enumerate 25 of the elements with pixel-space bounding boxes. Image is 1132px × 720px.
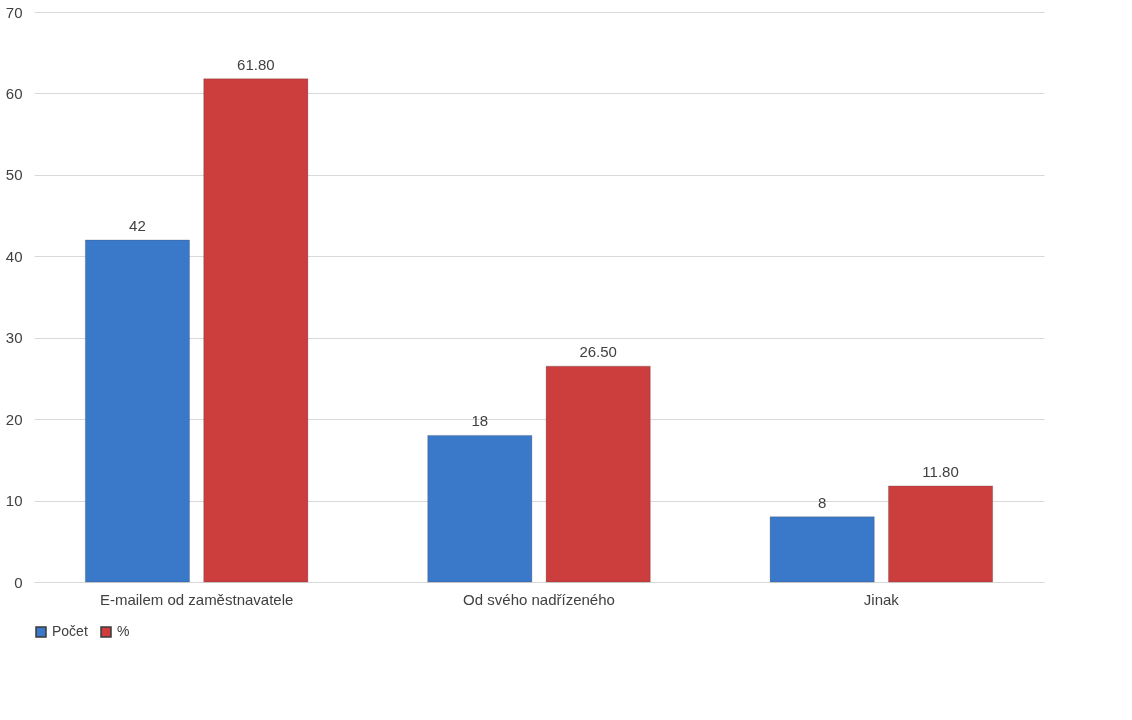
data-label: 26.50 xyxy=(579,343,617,361)
x-tick-label: Od svého nadřízeného xyxy=(463,590,615,608)
bar xyxy=(769,516,875,583)
y-tick-label: 30 xyxy=(5,329,23,347)
y-tick-label: 70 xyxy=(5,3,23,21)
bar xyxy=(84,239,191,583)
bar xyxy=(545,365,651,583)
x-tick-label: Jinak xyxy=(863,590,900,608)
data-label: 11.80 xyxy=(922,462,959,480)
y-tick-label: 50 xyxy=(5,166,23,184)
legend-label: Počet xyxy=(52,623,88,639)
bar xyxy=(887,485,994,583)
y-tick-label: 20 xyxy=(5,410,23,428)
y-tick-label: 60 xyxy=(5,84,23,102)
legend-label: % xyxy=(117,623,130,639)
y-tick-label: 0 xyxy=(14,573,23,591)
bar xyxy=(203,78,309,583)
data-label: 8 xyxy=(818,493,827,511)
bar xyxy=(427,434,533,583)
y-tick-label: 40 xyxy=(5,247,23,265)
x-tick-label: E-mailem od zaměstnavatele xyxy=(99,590,294,608)
data-label: 61.80 xyxy=(237,55,275,73)
y-tick-label: 10 xyxy=(5,492,23,510)
data-label: 42 xyxy=(129,217,146,234)
data-label: 18 xyxy=(471,412,489,430)
